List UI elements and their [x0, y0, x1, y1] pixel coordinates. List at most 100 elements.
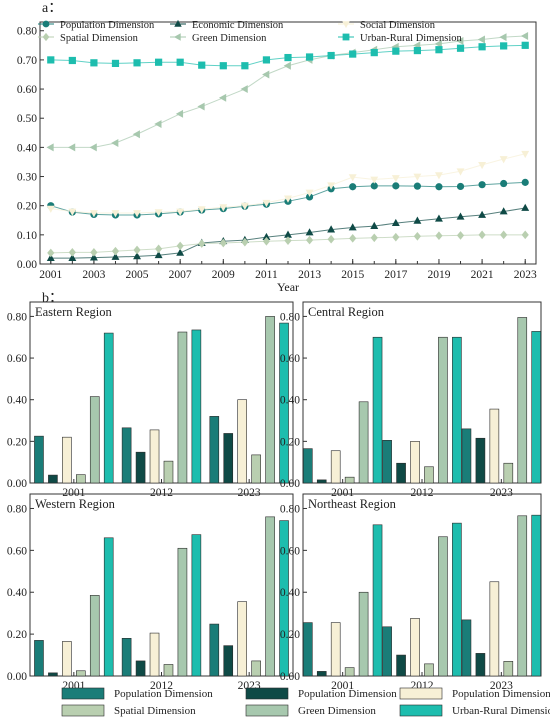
x-tick-label: 2015 [341, 269, 364, 281]
data-point [499, 33, 507, 42]
data-point [477, 35, 485, 44]
bar [358, 401, 369, 484]
panel-b-bar-charts: Eastern Region 0.00 0.20 0.40 0.60 0.80 2001 20… [7, 301, 542, 692]
legend-label: Urban-Rural Dimension [360, 33, 463, 44]
bar [382, 626, 392, 677]
legend-item: Population Dimension [61, 687, 213, 700]
data-point [521, 230, 529, 240]
data-point [478, 43, 486, 51]
legend-item: Population Dimension [399, 687, 550, 700]
data-point [283, 61, 291, 70]
data-point [348, 174, 357, 182]
data-point [68, 208, 77, 216]
data-point [111, 210, 120, 218]
data-point [327, 182, 336, 190]
x-tick-label: 2017 [384, 269, 407, 281]
x-tick-label: 2007 [169, 269, 192, 281]
x-tick-label: 2001 [331, 487, 354, 499]
data-point [500, 42, 508, 50]
data-point [284, 195, 292, 203]
bar [279, 520, 289, 677]
bar [103, 537, 114, 677]
x-tick-label: 2012 [150, 487, 173, 499]
data-point [219, 238, 227, 248]
data-point [198, 61, 206, 69]
data-point [478, 230, 486, 240]
bar [89, 595, 100, 677]
x-tick-label: 2001 [62, 487, 85, 499]
bar [223, 433, 234, 484]
bar [62, 641, 72, 677]
x-axis-label: Year [277, 280, 299, 294]
x-tick-label: 2023 [238, 487, 261, 499]
data-point [133, 59, 141, 67]
y-tick-label: 0.10 [17, 230, 37, 242]
data-point [90, 59, 98, 67]
data-point [305, 235, 314, 245]
x-tick-label: 2023 [490, 680, 513, 692]
y-tick-label: 0.60 [17, 84, 37, 96]
series-social-dimension [46, 150, 530, 218]
data-point [391, 175, 400, 183]
data-point [435, 46, 443, 54]
data-point [305, 193, 314, 201]
y-tick-label: 0.30 [17, 172, 37, 184]
data-point [392, 232, 400, 242]
y-tick-label: 0.00 [7, 478, 27, 490]
legend-label: Population Dimension [452, 688, 550, 700]
legend-item: Green Dimension [170, 33, 267, 44]
bar [358, 591, 369, 677]
bar [89, 396, 100, 484]
y-tick-label: 0.00 [280, 671, 300, 683]
data-point [133, 252, 142, 260]
data-point [370, 176, 379, 184]
legend-marker [42, 32, 50, 42]
bar [209, 623, 220, 677]
bar [135, 451, 146, 484]
y-tick-label: 0.00 [280, 478, 300, 490]
legend-item: Spatial Dimension [61, 704, 196, 717]
panel-a-label: a： [42, 1, 62, 16]
legend-item: Urban-Rural Dimension [399, 704, 550, 717]
bar [475, 437, 486, 484]
data-point [46, 253, 55, 262]
bar [475, 653, 486, 677]
bar [121, 638, 132, 677]
y-tick-label: 0.80 [7, 311, 27, 323]
bar [316, 479, 327, 484]
data-point [521, 203, 530, 211]
data-point [240, 202, 249, 211]
legend-marker [42, 20, 50, 28]
bar [48, 672, 58, 677]
data-point [241, 237, 249, 247]
data-point [327, 51, 335, 60]
y-tick-label: 0.70 [17, 55, 37, 67]
data-point [89, 143, 97, 152]
bar [34, 640, 44, 677]
bar [76, 474, 86, 484]
legend-swatch [61, 704, 105, 717]
legend-swatch [399, 687, 443, 700]
data-point [89, 253, 98, 261]
y-tick-label: 0.00 [17, 259, 37, 271]
bar [149, 632, 160, 677]
data-point [262, 56, 271, 64]
data-point [47, 56, 55, 64]
bar [135, 660, 146, 677]
data-point [305, 189, 314, 197]
data-point [90, 248, 98, 257]
x-tick-label: 2005 [126, 269, 149, 281]
bar [62, 436, 72, 484]
data-point [176, 241, 184, 251]
data-point [349, 50, 357, 58]
bar [410, 441, 420, 484]
legend-label: Green Dimension [298, 705, 376, 717]
data-point [478, 181, 486, 189]
bar [489, 581, 500, 677]
data-point [435, 183, 443, 191]
bar [396, 462, 406, 484]
data-point [305, 228, 314, 236]
data-point [478, 161, 487, 170]
data-point [218, 93, 227, 102]
y-tick-label: 0.00 [7, 671, 27, 683]
